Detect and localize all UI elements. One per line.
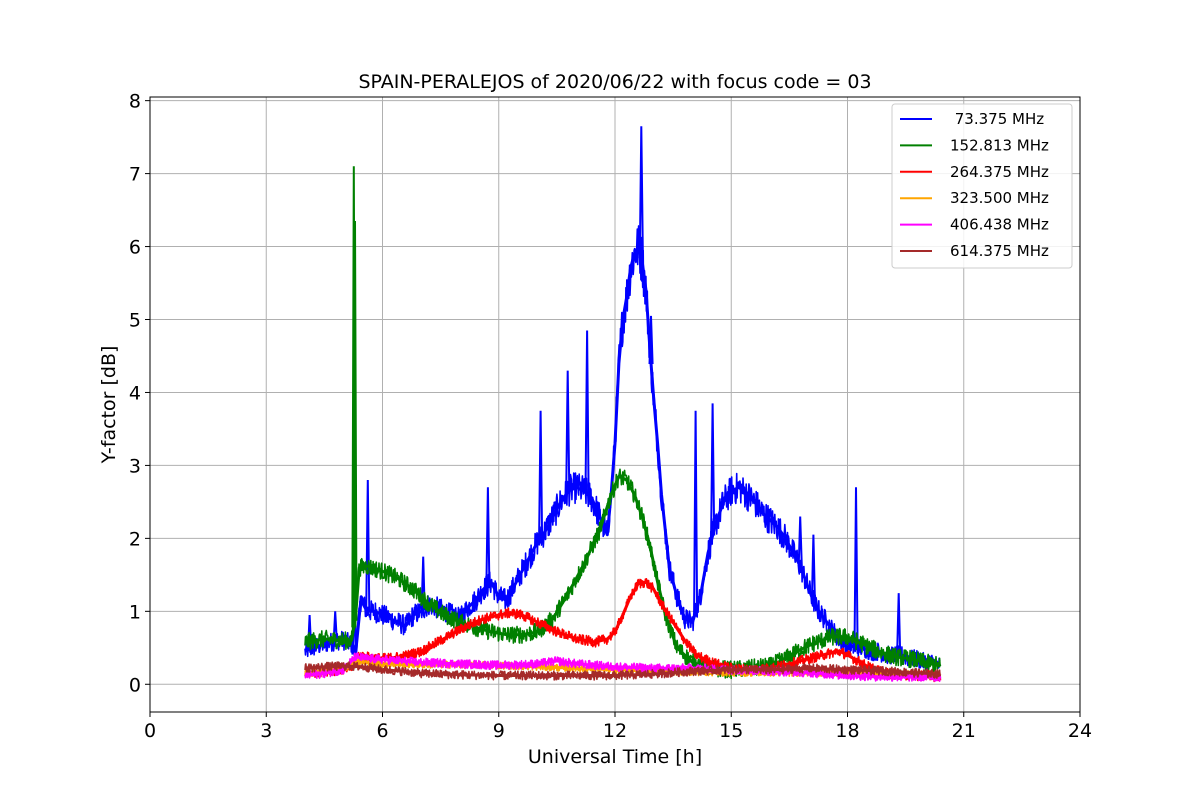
- y-tick-label: 0: [129, 674, 141, 696]
- legend-label: 264.375 MHz: [950, 163, 1049, 181]
- legend: 73.375 MHz 152.813 MHz 264.375 MHz 323.500 …: [891, 103, 1073, 269]
- x-axis-title: Universal Time [h]: [528, 746, 702, 768]
- y-axis-title: Y-factor [dB]: [98, 346, 120, 465]
- x-tick-label: 12: [603, 720, 627, 742]
- series-spike: [797, 516, 803, 567]
- y-tick-label: 3: [129, 455, 141, 477]
- x-tick-label: 3: [260, 720, 272, 742]
- x-tick-label: 18: [835, 720, 859, 742]
- y-tick-label: 5: [129, 310, 141, 332]
- series-spike: [648, 315, 654, 365]
- legend-label: 406.438 MHz: [950, 216, 1049, 234]
- series-spike: [638, 126, 644, 259]
- series-spike: [710, 403, 716, 536]
- y-tick-label: 7: [129, 164, 141, 186]
- y-tick-label: 2: [129, 528, 141, 550]
- series-spike: [332, 611, 338, 641]
- series-6: [304, 661, 942, 681]
- y-tick-label: 6: [129, 237, 141, 259]
- chart-title: SPAIN-PERALEJOS of 2020/06/22 with focus…: [358, 71, 871, 93]
- legend-item: 323.500 MHz: [900, 189, 1049, 207]
- legend-item: 406.438 MHz: [900, 216, 1049, 234]
- legend-box: [891, 103, 1073, 269]
- legend-label: 73.375 MHz: [950, 110, 1044, 128]
- series-core-line: [304, 474, 941, 672]
- y-tick-label: 1: [129, 601, 141, 623]
- series-layer: [304, 126, 942, 683]
- series-3: [304, 577, 942, 683]
- x-tick-label: 24: [1068, 720, 1092, 742]
- legend-item: 152.813 MHz: [900, 136, 1049, 154]
- series-2: [304, 166, 942, 680]
- series-spike: [565, 370, 571, 493]
- series-core-line: [304, 245, 942, 668]
- series-spike: [896, 593, 902, 656]
- series-core-line: [304, 580, 941, 679]
- y-tick-label: 4: [129, 382, 141, 404]
- series-core-line: [304, 664, 941, 677]
- y-tick-label: 8: [129, 91, 141, 113]
- legend-item: 73.375 MHz: [900, 110, 1044, 128]
- series-5: [304, 652, 942, 683]
- series-core-line: [304, 655, 941, 679]
- legend-label: 152.813 MHz: [950, 136, 1049, 154]
- legend-item: 614.375 MHz: [900, 242, 1049, 260]
- x-tick-label: 6: [376, 720, 388, 742]
- x-tick-label: 9: [493, 720, 505, 742]
- series-spike: [538, 410, 544, 538]
- series-spike: [853, 487, 859, 648]
- series-spike: [352, 220, 358, 621]
- series-spike: [485, 487, 491, 586]
- series-spike: [584, 330, 590, 494]
- series-1: [304, 126, 942, 673]
- series-spike: [810, 534, 816, 601]
- x-tick-label: 15: [719, 720, 743, 742]
- x-tick-label: 0: [144, 720, 156, 742]
- legend-label: 323.500 MHz: [950, 189, 1049, 207]
- legend-label: 614.375 MHz: [950, 242, 1049, 260]
- series-spike: [693, 410, 699, 613]
- legend-item: 264.375 MHz: [900, 163, 1049, 181]
- x-tick-label: 21: [952, 720, 976, 742]
